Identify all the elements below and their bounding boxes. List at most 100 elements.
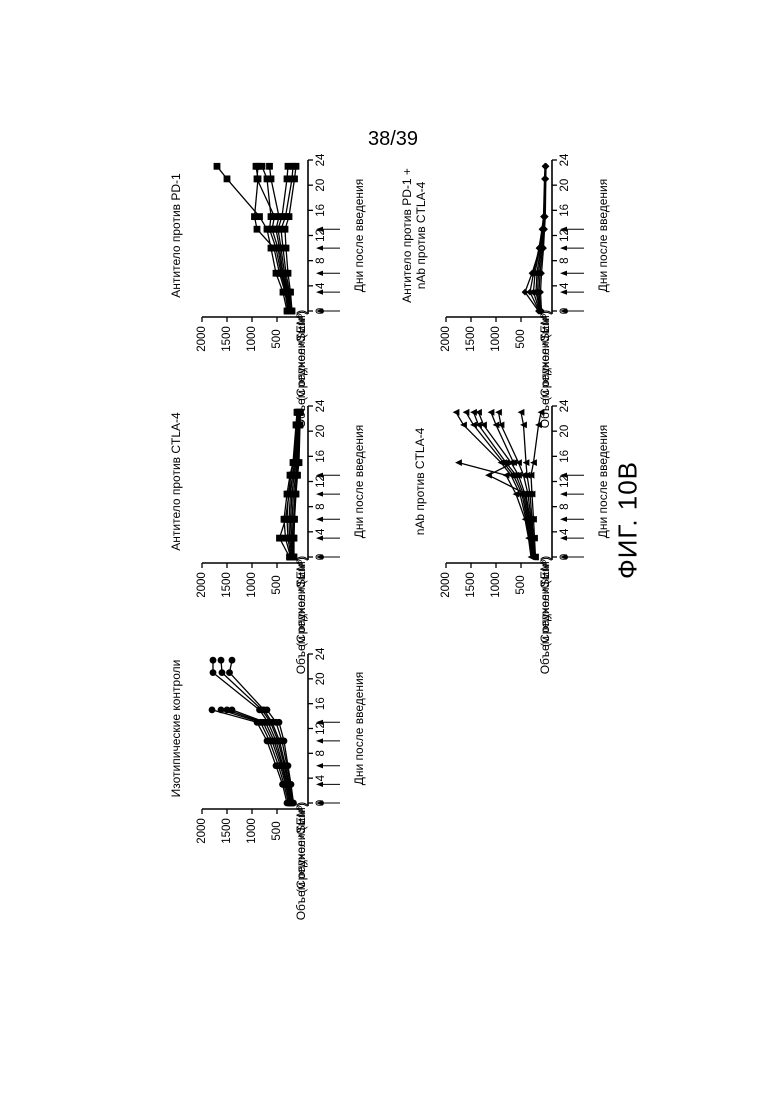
dose-arrow-head: [316, 491, 323, 496]
data-point: [254, 226, 261, 233]
dose-arrow-head: [560, 491, 567, 496]
data-point: [288, 781, 295, 788]
volume-axis-subtitle: (Среднее+SEM): [538, 311, 552, 401]
days-axis-title: Дни после введения: [352, 672, 366, 786]
days-axis-title: Дни после введения: [352, 425, 366, 539]
data-point: [276, 719, 283, 726]
data-point: [251, 213, 258, 220]
data-point: [264, 706, 271, 713]
dose-arrow-head: [560, 271, 567, 276]
panel-title: nAb против CTLA-4: [413, 427, 427, 535]
data-point: [293, 163, 300, 170]
data-point: [543, 163, 550, 170]
dose-arrow-head: [560, 536, 567, 541]
volume-tick-label: 500: [515, 575, 527, 594]
day-tick-label: 16: [315, 450, 327, 463]
volume-tick-label: 2000: [196, 572, 208, 598]
day-tick-label: 24: [315, 647, 327, 660]
panel-title: Изотипические контроли: [169, 660, 183, 798]
data-point: [218, 706, 225, 713]
data-point: [285, 762, 292, 769]
panel-title-line2: nAb против CTLA-4: [414, 181, 428, 289]
panel-title: Антитело против PD-1: [169, 173, 183, 298]
data-point: [229, 706, 236, 713]
data-point: [287, 289, 294, 296]
data-point: [255, 163, 262, 170]
data-point: [286, 213, 293, 220]
dose-arrow-head: [316, 536, 323, 541]
day-tick-label: 16: [315, 697, 327, 710]
day-tick-label: 8: [315, 750, 327, 756]
volume-axis-subtitle: (Среднее+SEM): [538, 557, 552, 647]
data-point: [291, 516, 298, 523]
data-point: [266, 163, 273, 170]
volume-tick-label: 500: [271, 329, 283, 348]
volume-axis-subtitle: (Среднее+SEM): [294, 557, 308, 647]
data-point: [291, 535, 298, 542]
data-point: [291, 554, 298, 561]
days-axis-title: Дни после введения: [596, 425, 610, 539]
day-tick-label: 16: [559, 204, 571, 217]
data-point: [283, 245, 290, 252]
data-point: [463, 409, 470, 416]
volume-tick-label: 1000: [246, 818, 258, 844]
volume-tick-label: 1500: [465, 572, 477, 598]
data-point: [209, 706, 216, 713]
day-tick-label: 4: [559, 528, 571, 535]
volume-tick-label: 1000: [490, 326, 502, 352]
data-point: [294, 472, 301, 479]
day-tick-label: 24: [559, 399, 571, 412]
dose-arrow-head: [560, 290, 567, 295]
figure-label: ФИГ. 10В: [613, 461, 644, 579]
data-point: [455, 459, 462, 466]
volume-tick-label: 1000: [246, 326, 258, 352]
data-point: [453, 409, 460, 416]
day-tick-label: 20: [315, 672, 327, 685]
volume-tick-label: 2000: [196, 818, 208, 844]
data-point: [268, 175, 275, 182]
data-point: [218, 657, 225, 664]
day-tick-label: 20: [315, 425, 327, 438]
dose-arrow-head: [316, 517, 323, 522]
data-point: [485, 472, 492, 479]
data-point: [219, 669, 226, 676]
panel-title-line1: Антитело против PD-1 +: [400, 168, 414, 303]
day-tick-label: 4: [559, 282, 571, 289]
dose-arrow-head: [560, 517, 567, 522]
volume-tick-label: 1500: [221, 326, 233, 352]
data-point: [488, 409, 495, 416]
day-tick-label: 16: [559, 450, 571, 463]
day-tick-label: 4: [315, 774, 327, 781]
volume-tick-label: 1500: [221, 572, 233, 598]
days-axis-title: Дни после введения: [596, 179, 610, 293]
series-line: [221, 660, 291, 803]
dose-arrow-head: [316, 782, 323, 787]
day-tick-label: 24: [315, 399, 327, 412]
volume-tick-label: 1000: [490, 572, 502, 598]
day-tick-label: 8: [315, 503, 327, 509]
dose-arrow-head: [316, 271, 323, 276]
dose-arrow-head: [316, 738, 323, 743]
volume-tick-label: 1500: [221, 818, 233, 844]
day-tick-label: 20: [315, 179, 327, 192]
data-point: [224, 175, 231, 182]
dose-arrow-head: [316, 245, 323, 250]
data-point: [210, 657, 217, 664]
day-tick-label: 8: [559, 257, 571, 263]
data-point: [296, 459, 303, 466]
dose-arrow-head: [560, 245, 567, 250]
volume-tick-label: 2000: [440, 572, 452, 598]
panel-title: Антитело против CTLA-4: [169, 412, 183, 551]
data-point: [291, 175, 298, 182]
data-point: [290, 800, 297, 807]
data-point: [254, 175, 261, 182]
data-point: [293, 491, 300, 498]
volume-tick-label: 1000: [246, 572, 258, 598]
series-line: [466, 412, 533, 557]
dose-arrow-head: [316, 763, 323, 768]
data-point: [460, 421, 467, 428]
data-point: [214, 163, 221, 170]
day-tick-label: 20: [559, 425, 571, 438]
data-point: [282, 226, 289, 233]
